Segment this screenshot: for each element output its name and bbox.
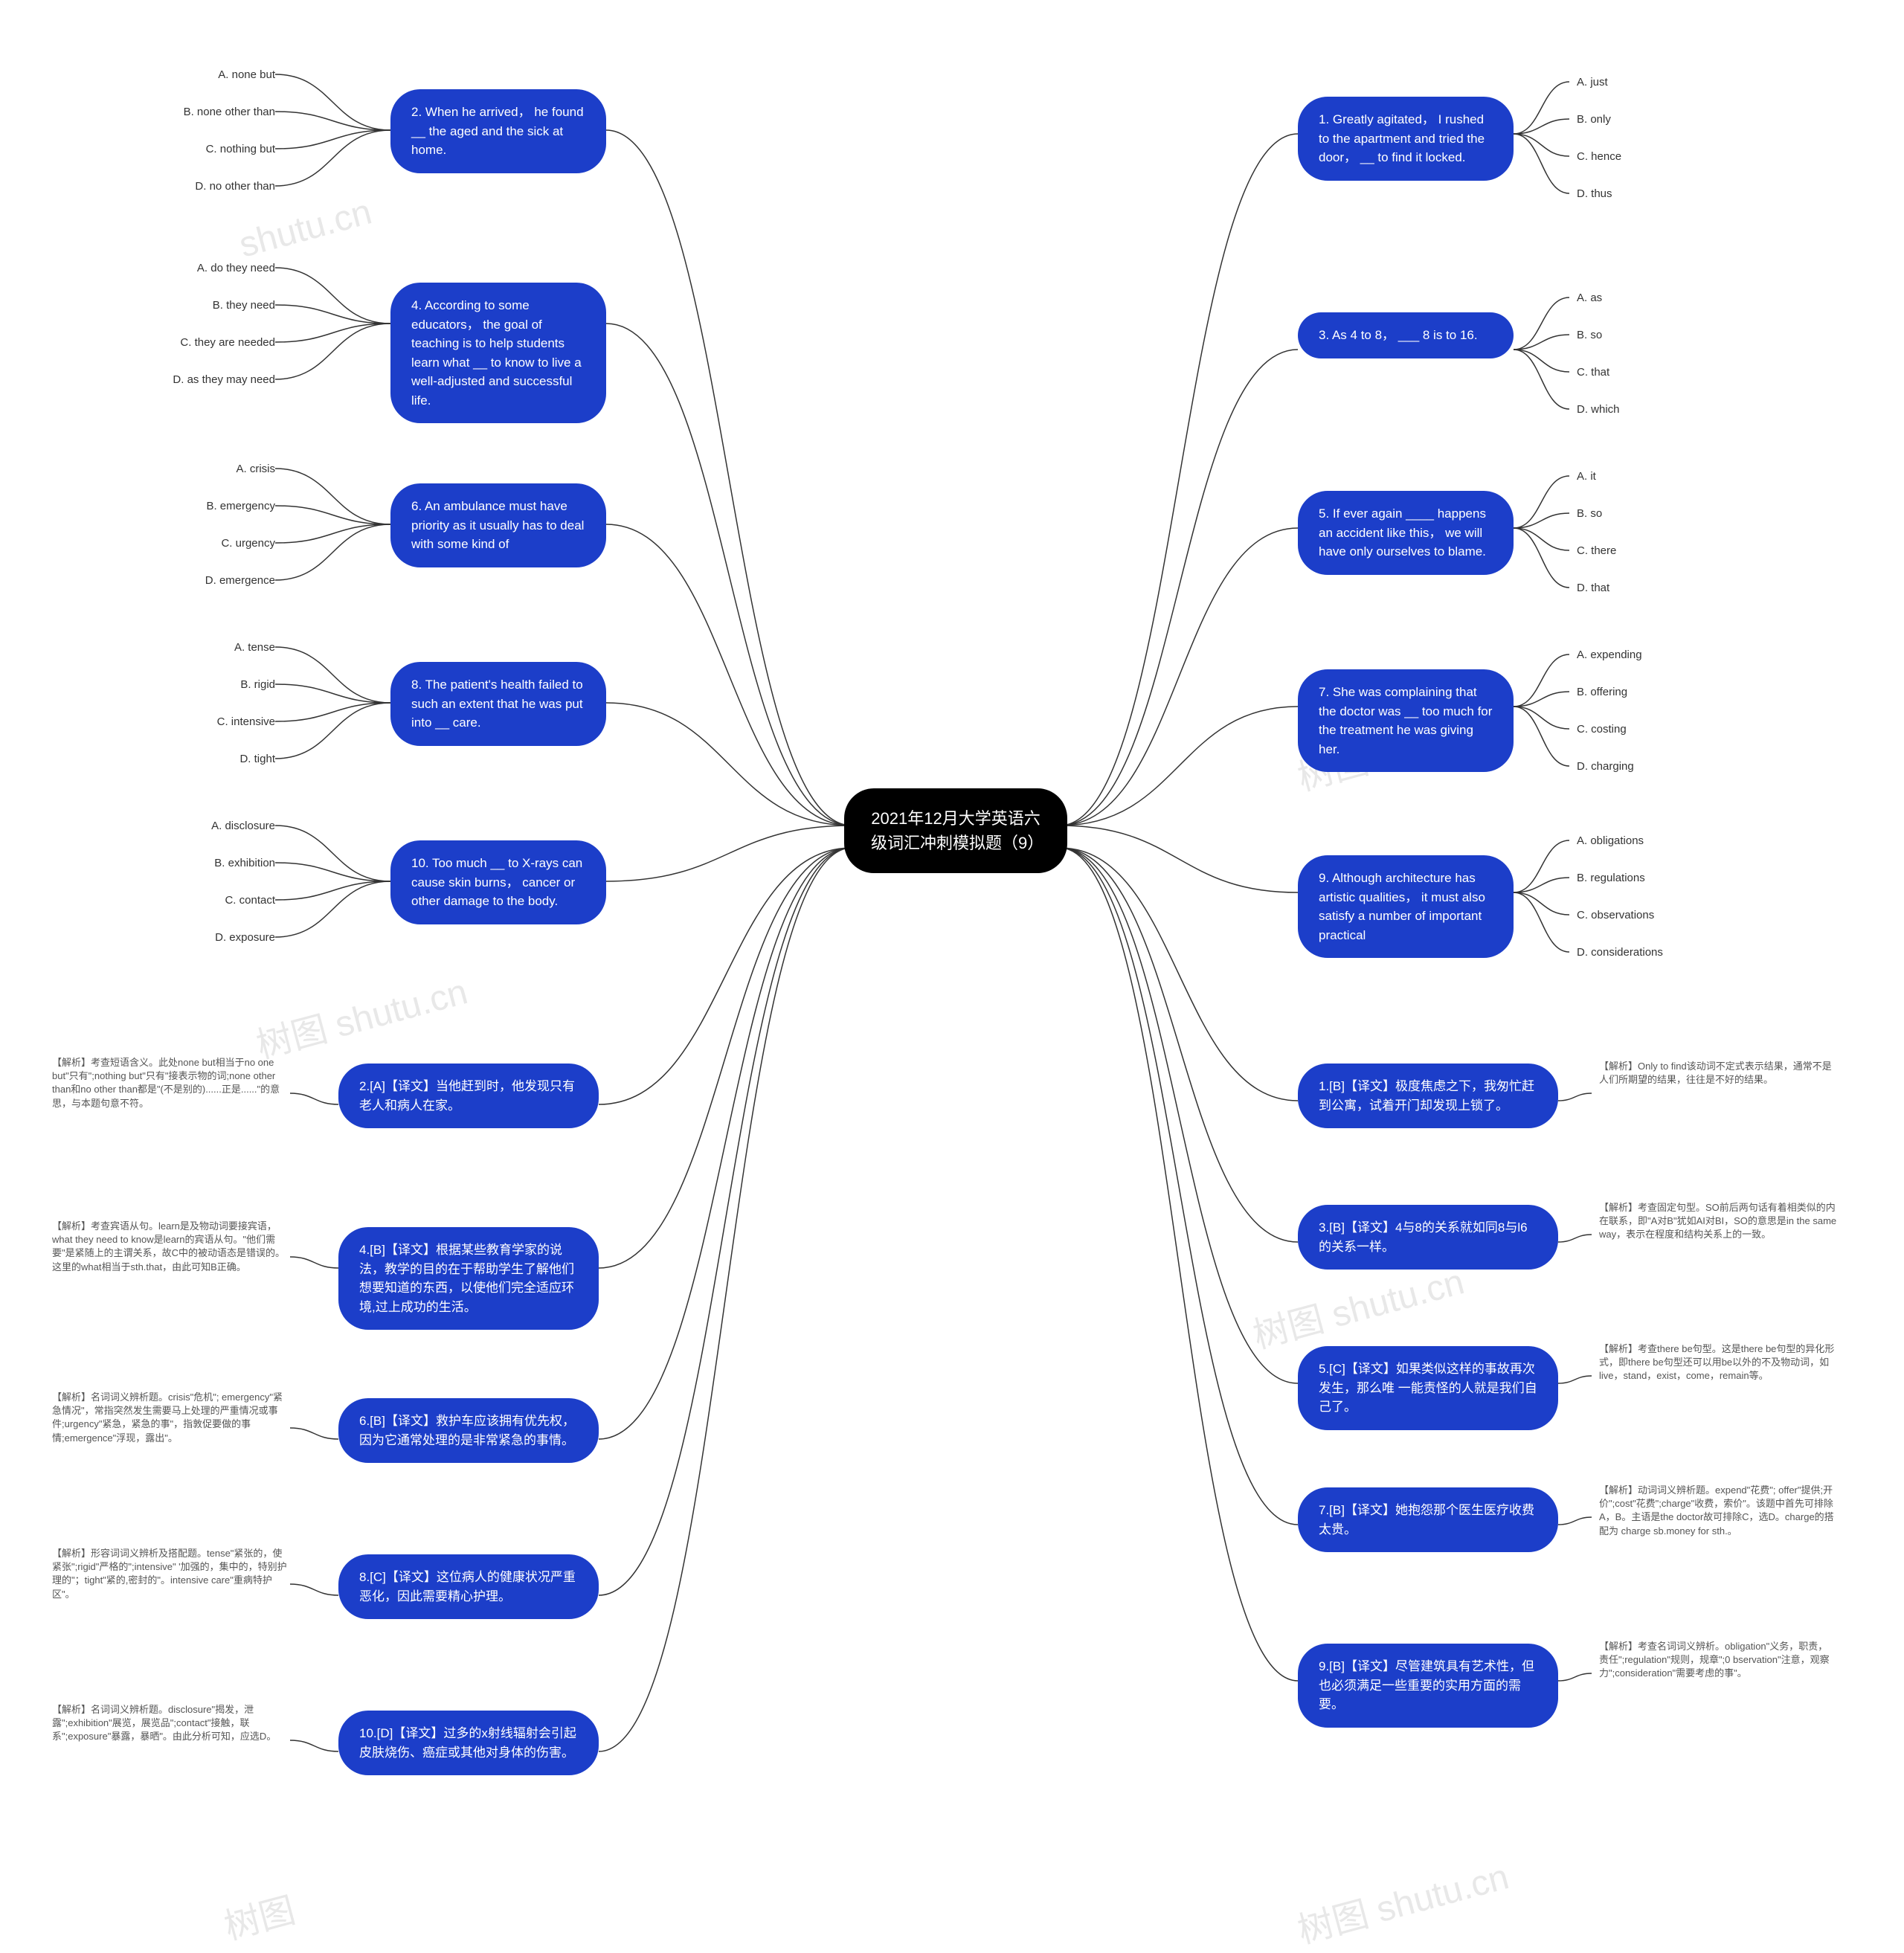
option-q1-1: B. only (1577, 112, 1611, 127)
center-node: 2021年12月大学英语六级词汇冲刺模拟题（9） (844, 788, 1067, 873)
option-q6-2: C. urgency (156, 535, 275, 551)
watermark: shutu.cn (235, 191, 376, 266)
question-node-q5: 5. If ever again ____ happens an acciden… (1298, 491, 1514, 575)
note-a1: 【解析】Only to find该动词不定式表示结果，通常不是人们所期望的结果，… (1599, 1060, 1837, 1087)
note-a10: 【解析】名词词义辨析题。disclosure"揭发，泄露";exhibition… (52, 1703, 290, 1744)
question-node-q3: 3. As 4 to 8， ___ 8 is to 16. (1298, 312, 1514, 358)
option-q3-0: A. as (1577, 290, 1602, 306)
note-a2: 【解析】考查短语含义。此处none but相当于no one but"只有";n… (52, 1056, 290, 1110)
option-q2-0: A. none but (156, 67, 275, 83)
answer-node-a8: 8.[C]【译文】这位病人的健康状况严重恶化，因此需要精心护理。 (338, 1554, 599, 1619)
option-q8-3: D. tight (156, 751, 275, 767)
question-node-q4: 4. According to some educators， the goal… (390, 283, 606, 423)
answer-node-a6: 6.[B]【译文】救护车应该拥有优先权，因为它通常处理的是非常紧急的事情。 (338, 1398, 599, 1463)
question-node-q1: 1. Greatly agitated， I rushed to the apa… (1298, 97, 1514, 181)
answer-node-a5: 5.[C]【译文】如果类似这样的事故再次发生，那么唯 一能责怪的人就是我们自己了… (1298, 1346, 1558, 1430)
option-q5-3: D. that (1577, 580, 1609, 596)
note-a3: 【解析】考查固定句型。SO前后两句话有着相类似的内在联系，即"A对B"犹如AI对… (1599, 1201, 1837, 1242)
option-q9-0: A. obligations (1577, 833, 1644, 849)
option-q10-2: C. contact (156, 892, 275, 908)
option-q7-0: A. expending (1577, 647, 1642, 663)
note-a7: 【解析】动词词义辨析题。expend"花费"; offer"提供;开价";cos… (1599, 1484, 1837, 1538)
option-q7-2: C. costing (1577, 721, 1627, 737)
answer-node-a1: 1.[B]【译文】极度焦虑之下，我匆忙赶到公寓，试着开门却发现上锁了。 (1298, 1064, 1558, 1128)
option-q8-1: B. rigid (156, 677, 275, 692)
question-node-q7: 7. She was complaining that the doctor w… (1298, 669, 1514, 772)
option-q2-1: B. none other than (156, 104, 275, 120)
watermark: 树图 shutu.cn (250, 962, 472, 1069)
option-q2-2: C. nothing but (156, 141, 275, 157)
option-q5-2: C. there (1577, 543, 1616, 559)
option-q4-0: A. do they need (156, 260, 275, 276)
answer-node-a9: 9.[B]【译文】尽管建筑具有艺术性，但也必须满足一些重要的实用方面的需要。 (1298, 1644, 1558, 1728)
option-q5-0: A. it (1577, 469, 1596, 484)
answer-node-a10: 10.[D]【译文】过多的x射线辐射会引起皮肤烧伤、癌症或其他对身体的伤害。 (338, 1711, 599, 1775)
option-q4-2: C. they are needed (156, 335, 275, 350)
answer-node-a7: 7.[B]【译文】她抱怨那个医生医疗收费太贵。 (1298, 1487, 1558, 1552)
option-q3-3: D. which (1577, 402, 1620, 417)
option-q1-3: D. thus (1577, 186, 1612, 202)
option-q10-0: A. disclosure (156, 818, 275, 834)
option-q3-2: C. that (1577, 364, 1609, 380)
option-q10-3: D. exposure (156, 930, 275, 945)
answer-node-a4: 4.[B]【译文】根据某些教育学家的说法，教学的目的在于帮助学生了解他们想要知道… (338, 1227, 599, 1330)
note-a9: 【解析】考查名词词义辨析。obligation"义务，职责，责任";regula… (1599, 1640, 1837, 1681)
option-q9-2: C. observations (1577, 907, 1654, 923)
option-q5-1: B. so (1577, 506, 1602, 521)
option-q1-2: C. hence (1577, 149, 1621, 164)
note-a6: 【解析】名词词义辨析题。crisis"危机"; emergency"紧急情况"，… (52, 1391, 290, 1445)
question-node-q10: 10. Too much __ to X-rays can cause skin… (390, 840, 606, 924)
option-q2-3: D. no other than (156, 178, 275, 194)
option-q6-0: A. crisis (156, 461, 275, 477)
option-q4-1: B. they need (156, 297, 275, 313)
center-title: 2021年12月大学英语六级词汇冲刺模拟题（9） (871, 809, 1043, 852)
option-q7-3: D. charging (1577, 759, 1634, 774)
option-q8-2: C. intensive (156, 714, 275, 730)
question-node-q6: 6. An ambulance must have priority as it… (390, 483, 606, 567)
question-node-q9: 9. Although architecture has artistic qu… (1298, 855, 1514, 958)
option-q7-1: B. offering (1577, 684, 1627, 700)
watermark: 树图 (218, 1881, 300, 1949)
answer-node-a2: 2.[A]【译文】当他赶到时，他发现只有老人和病人在家。 (338, 1064, 599, 1128)
option-q10-1: B. exhibition (156, 855, 275, 871)
option-q6-3: D. emergence (156, 573, 275, 588)
note-a4: 【解析】考查宾语从句。learn是及物动词要接宾语，what they need… (52, 1220, 290, 1274)
option-q9-3: D. considerations (1577, 945, 1663, 960)
option-q1-0: A. just (1577, 74, 1608, 90)
option-q6-1: B. emergency (156, 498, 275, 514)
answer-node-a3: 3.[B]【译文】4与8的关系就如同8与l6的关系一样。 (1298, 1205, 1558, 1270)
option-q4-3: D. as they may need (156, 372, 275, 387)
option-q9-1: B. regulations (1577, 870, 1645, 886)
note-a8: 【解析】形容词词义辨析及搭配题。tense"紧张的，使紧张";rigid"严格的… (52, 1547, 290, 1601)
question-node-q8: 8. The patient's health failed to such a… (390, 662, 606, 746)
option-q8-0: A. tense (156, 640, 275, 655)
note-a5: 【解析】考查there be句型。这是there be句型的异化形式，即ther… (1599, 1342, 1837, 1383)
option-q3-1: B. so (1577, 327, 1602, 343)
question-node-q2: 2. When he arrived， he found __ the aged… (390, 89, 606, 173)
